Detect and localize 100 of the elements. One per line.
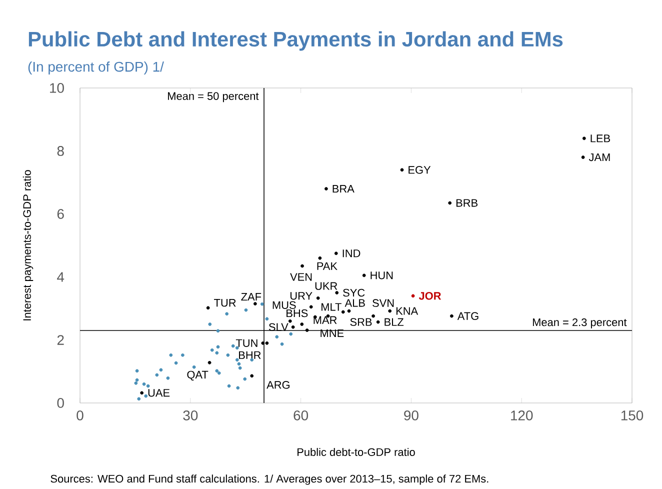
annotation: BRA	[332, 185, 354, 193]
x-tick-label: 150	[621, 410, 644, 420]
annotation: UAE	[148, 389, 170, 397]
point	[324, 187, 328, 190]
point	[216, 329, 220, 333]
annotation: MUS	[272, 301, 296, 309]
point	[192, 365, 196, 369]
point	[582, 136, 586, 140]
point	[237, 362, 241, 366]
point	[135, 378, 139, 382]
x-axis-title: Public debt-to-GDP ratio	[298, 448, 415, 456]
point	[376, 320, 380, 324]
point	[300, 322, 304, 326]
point	[134, 381, 138, 385]
point	[253, 302, 257, 306]
annotation: BHR	[239, 351, 261, 359]
annotation: SYC	[343, 288, 365, 297]
point	[180, 353, 184, 357]
point	[215, 351, 219, 355]
annotation: QAT	[187, 370, 208, 381]
annotation: BHS	[286, 309, 308, 318]
point	[144, 394, 148, 398]
annotation: ZAF	[241, 293, 262, 301]
annotation: TUR	[214, 299, 236, 307]
y-tick-label: 8	[57, 146, 64, 156]
point	[335, 291, 339, 294]
point	[140, 391, 144, 395]
point	[372, 314, 375, 318]
ref-line-label: Mean = 50 percent	[168, 92, 259, 102]
point	[275, 335, 279, 339]
x-tick-label: 90	[404, 410, 418, 420]
point	[231, 344, 235, 348]
point	[411, 294, 415, 298]
y-tick-label: 4	[57, 272, 64, 282]
point	[280, 342, 284, 346]
point	[362, 274, 366, 278]
point	[215, 369, 219, 373]
annotation: PAK	[317, 262, 338, 270]
point	[159, 368, 163, 372]
point	[581, 156, 585, 159]
point	[135, 369, 139, 373]
annotation: HUN	[370, 272, 393, 280]
annotation: MLT	[322, 303, 342, 311]
point	[210, 348, 214, 352]
x-tick-label: 30	[183, 410, 198, 420]
annotation: EGY	[408, 166, 431, 174]
annotation: URY	[290, 292, 312, 300]
annotation: ATG	[457, 312, 478, 320]
x-tick-label: 0	[76, 410, 84, 420]
annotation: BRB	[456, 199, 478, 207]
point	[334, 252, 338, 256]
annotation: VEN	[290, 273, 312, 281]
point	[288, 319, 292, 323]
point	[208, 360, 212, 364]
point	[316, 296, 320, 300]
point	[174, 361, 178, 365]
point	[309, 305, 313, 309]
point	[226, 353, 230, 357]
point	[236, 386, 240, 390]
point	[225, 312, 229, 316]
point	[216, 345, 220, 349]
annotation: SRB	[350, 318, 372, 326]
point	[291, 325, 295, 329]
point	[289, 332, 293, 336]
point	[146, 384, 150, 388]
point	[318, 256, 322, 260]
point	[169, 353, 173, 357]
chart-title: Public Debt and Interest Payments in Jordan and EMs	[28, 31, 563, 51]
point	[137, 397, 141, 401]
annotation: SLV	[268, 323, 288, 331]
source-note: Sources: WEO and Fund staff calculations. 1/ Averages over 2013–15, sample of 72 EMs.	[50, 474, 488, 485]
point	[206, 306, 210, 310]
point	[300, 264, 304, 268]
point	[400, 168, 404, 172]
point	[265, 317, 269, 321]
point	[265, 341, 269, 345]
point	[166, 376, 170, 380]
annotation: TUN	[236, 339, 258, 347]
point	[388, 309, 392, 313]
annotation: LEB	[590, 134, 610, 142]
y-tick-label: 0	[57, 398, 64, 408]
point	[450, 314, 454, 318]
y-tick-label: 2	[57, 335, 64, 345]
point	[250, 374, 254, 378]
annotation: UKR	[315, 282, 338, 290]
annotation: MAR	[314, 316, 337, 324]
annotation: KNA	[396, 307, 418, 315]
point	[261, 341, 265, 345]
annotation: JOR	[418, 292, 442, 300]
point	[305, 328, 309, 332]
ref-line-label: Mean = 2.3 percent	[532, 318, 627, 328]
point	[238, 366, 242, 370]
y-tick-label: 6	[57, 209, 64, 219]
annotation: JAM	[588, 153, 610, 162]
point	[142, 382, 146, 386]
annotation: ARG	[266, 381, 290, 389]
y-tick-label: 10	[50, 83, 64, 93]
point	[347, 309, 351, 313]
annotation: ALB	[344, 299, 365, 307]
x-tick-label: 60	[294, 410, 308, 420]
